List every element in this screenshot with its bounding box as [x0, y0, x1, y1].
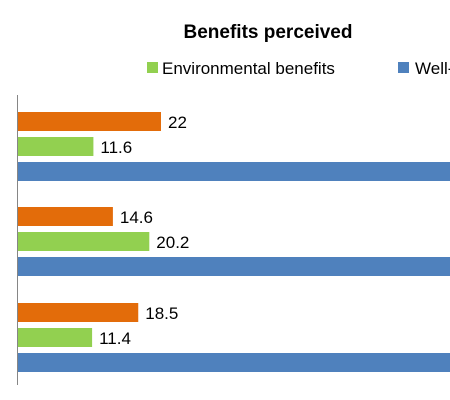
data-labels-group: 22 11.6 14.620.2 18.5 11.4	[99, 113, 189, 348]
data-label-group3-series1: 18.5	[145, 304, 178, 323]
bar-group1-series2	[18, 137, 94, 156]
bar-group3-series2	[18, 328, 93, 347]
data-label-group3-series2: 11.4	[99, 329, 131, 348]
bar-group2-series3	[18, 257, 450, 276]
bar-group1-series3	[18, 162, 450, 181]
bar-group2-series2	[18, 232, 150, 251]
legend-label-2: Environmental benefits	[162, 59, 335, 78]
bars-group	[18, 112, 450, 372]
data-label-group2-series1: 14.6	[120, 208, 153, 227]
bar-group2-series1	[18, 207, 113, 226]
bar-group3-series1	[18, 303, 139, 322]
bar-group1-series1	[18, 112, 161, 131]
legend-swatch-3	[398, 62, 409, 73]
data-label-group1-series2: 11.6	[100, 138, 132, 157]
legend: Social InteractionEnvironmental benefits…	[147, 59, 450, 78]
chart-title: Benefits perceived	[184, 22, 353, 43]
legend-swatch-2	[147, 62, 158, 73]
bar-group3-series3	[18, 353, 450, 372]
data-label-group2-series2: 20.2	[156, 233, 189, 252]
data-label-group1-series1: 22	[168, 113, 187, 132]
legend-label-3: Well-being	[415, 59, 450, 78]
